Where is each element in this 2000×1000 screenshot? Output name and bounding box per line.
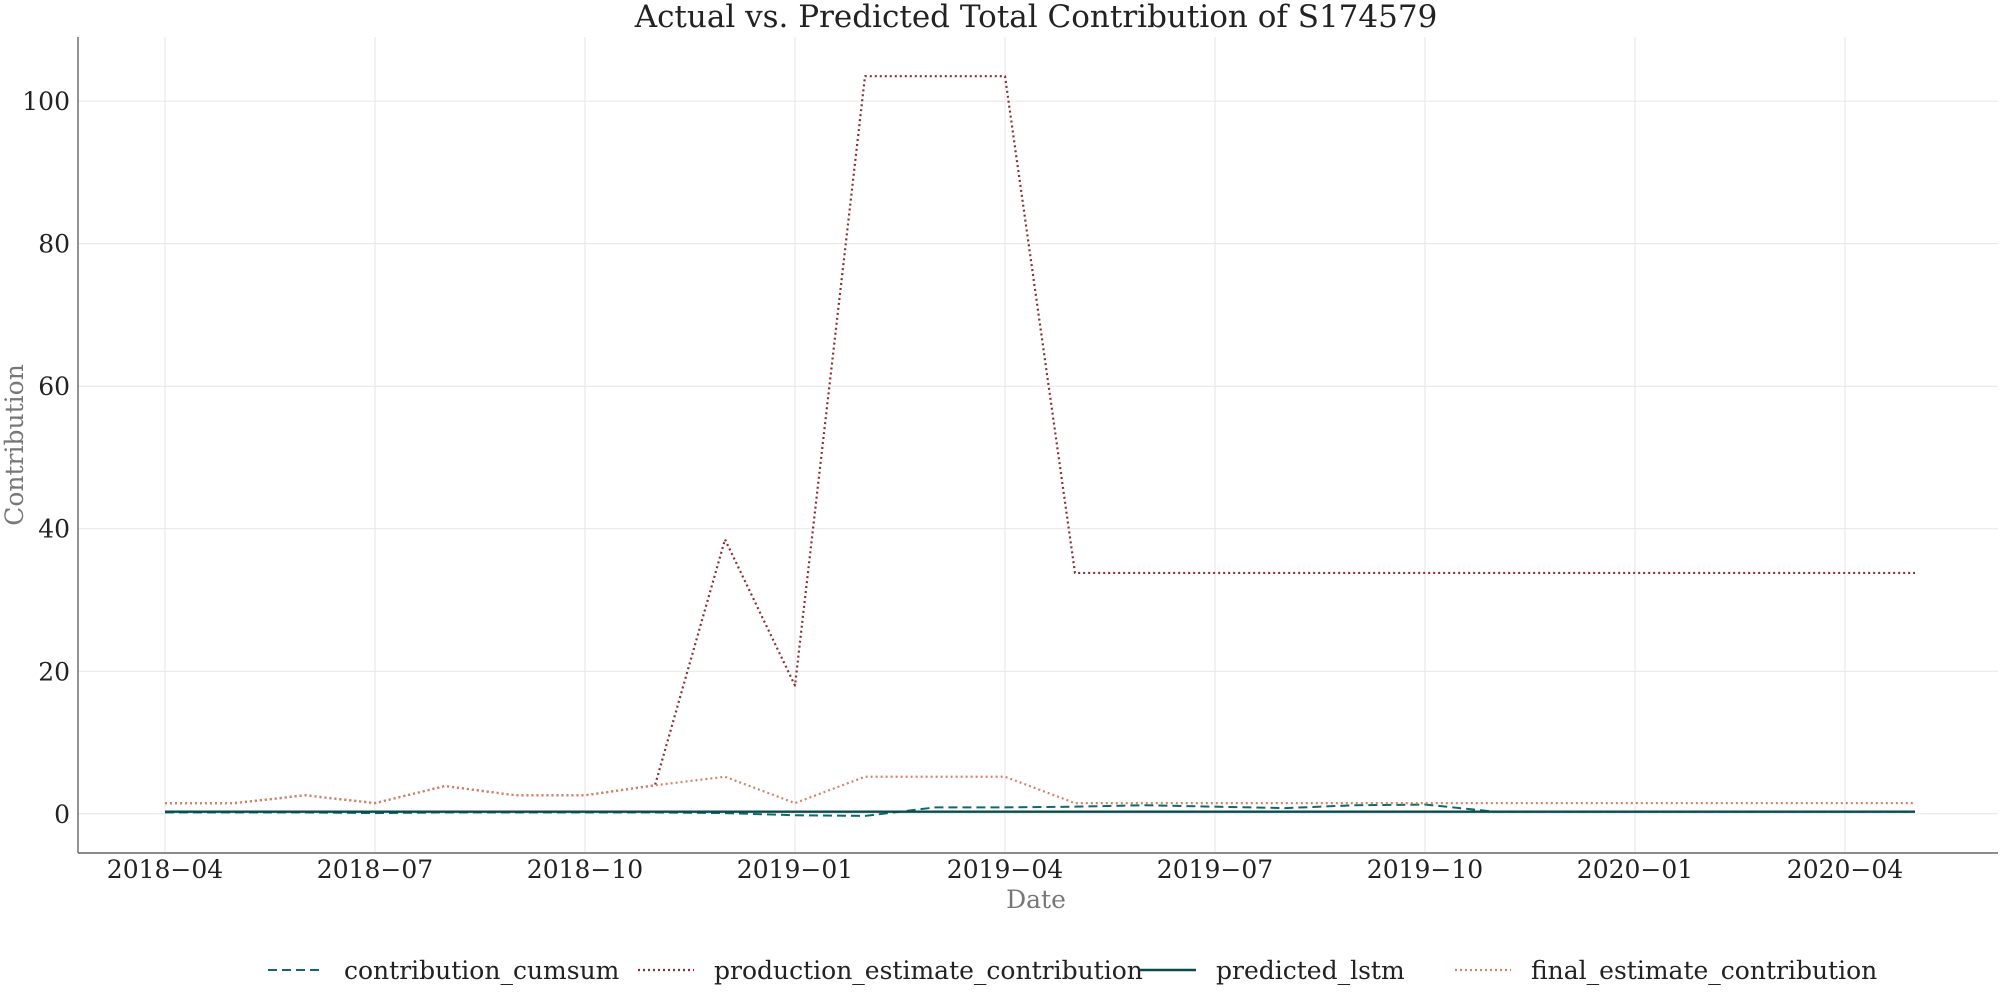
chart-title: Actual vs. Predicted Total Contribution … (634, 0, 1438, 35)
x-tick-label: 2019−07 (1157, 855, 1273, 884)
y-tick-label: 40 (38, 515, 70, 544)
y-tick-labels: 0 20 40 60 80 100 (22, 87, 70, 829)
y-tick-label: 80 (38, 230, 70, 259)
legend-label: final_estimate_contribution (1531, 956, 1877, 985)
x-tick-label: 2018−07 (317, 855, 433, 884)
y-tick-label: 20 (38, 657, 70, 686)
x-tick-label: 2020−04 (1787, 855, 1903, 884)
y-axis-label: Contribution (0, 364, 29, 526)
x-tick-label: 2020−01 (1577, 855, 1693, 884)
series-line-production-estimate-contribution (165, 75, 1915, 805)
series-lines (165, 75, 1915, 817)
legend-label: production_estimate_contribution (714, 956, 1143, 985)
axes (77, 37, 1998, 854)
y-tick-label: 60 (38, 372, 70, 401)
x-tick-label: 2019−01 (737, 855, 853, 884)
x-tick-label: 2019−10 (1367, 855, 1483, 884)
legend: contribution_cumsum production_estimate_c… (268, 956, 1877, 985)
x-tick-label: 2019−04 (947, 855, 1063, 884)
legend-label: predicted_lstm (1216, 956, 1405, 985)
x-tick-label: 2018−10 (527, 855, 643, 884)
legend-label: contribution_cumsum (344, 956, 620, 985)
x-tick-label: 2018−04 (107, 855, 223, 884)
y-tick-label: 0 (54, 800, 70, 829)
x-tick-labels: 2018−04 2018−07 2018−10 2019−01 2019−04 2019−… (107, 855, 1903, 884)
y-tick-label: 100 (22, 87, 70, 116)
grid (78, 37, 1998, 853)
series-line-final-estimate-contribution (165, 775, 1915, 805)
x-axis-label: Date (1006, 885, 1066, 914)
